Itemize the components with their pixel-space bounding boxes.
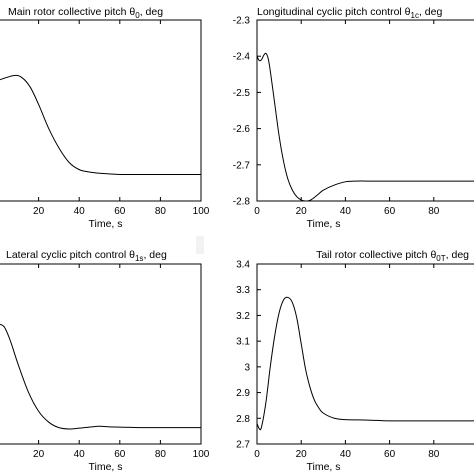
x-tick-label: 20	[296, 206, 308, 217]
chart-title: Main rotor collective pitch θ0, deg	[8, 6, 163, 20]
y-tick-label: 3.1	[236, 337, 250, 348]
series-line	[0, 74, 201, 176]
chart-panel-1: Main rotor collective pitch θ0, deg 20 40 6…	[0, 6, 210, 230]
x-tick-label: 100	[193, 449, 210, 460]
chart-title-symbol: θ	[129, 249, 135, 261]
chart-title-suffix: , deg	[140, 6, 164, 18]
plot-area-frame	[0, 19, 202, 202]
chart-title: Lateral cyclic pitch control θ1s, deg	[6, 249, 167, 263]
x-tick-label: 60	[114, 206, 126, 217]
y-tick-label: -2.4	[233, 52, 251, 63]
x-tick-label: 20	[296, 449, 308, 460]
x-tick-label: 60	[384, 206, 396, 217]
chart-title-subscript: 0T	[436, 254, 445, 263]
x-axis-label: Time, s	[88, 461, 122, 473]
chart-title-subscript: 1s	[135, 254, 143, 263]
y-tick-label: 2.8	[236, 414, 250, 425]
chart-title: Longitudinal cyclic pitch control θ1c, d…	[257, 6, 442, 20]
y-tick-label: 2.9	[236, 388, 250, 399]
chart-title-subscript: 1c	[411, 11, 419, 20]
chart-title: Tail rotor collective pitch θ0T, deg	[316, 249, 469, 263]
chart-title-text: Lateral cyclic pitch control	[6, 249, 129, 261]
y-tick-label: -2.6	[233, 124, 251, 135]
chart-title-text: Tail rotor collective pitch	[316, 249, 430, 261]
scan-artifact	[196, 236, 204, 254]
x-tick-label: 0	[254, 206, 260, 217]
y-tick-label: -2.7	[233, 160, 251, 171]
chart-panel-4: Tail rotor collective pitch θ0T, deg 0 20 4…	[236, 249, 474, 473]
y-tick-label: 3.3	[236, 285, 250, 296]
x-tick-label: 0	[254, 449, 260, 460]
plot-area-frame	[256, 263, 474, 445]
x-tick-label: 80	[155, 206, 167, 217]
y-tick-label: -2.5	[233, 88, 251, 99]
y-tick-label: -2.8	[233, 197, 251, 208]
chart-panel-3: Lateral cyclic pitch control θ1s, deg 20 4…	[0, 249, 210, 473]
plot-area-frame	[256, 19, 474, 202]
x-tick-label: 60	[114, 449, 126, 460]
y-tick-label: 3.4	[236, 260, 250, 271]
x-tick-label: 40	[74, 449, 86, 460]
chart-title-suffix: , deg	[419, 6, 443, 18]
y-tick-label: 3.2	[236, 311, 250, 322]
y-tick-label: 3	[244, 362, 250, 373]
y-tick-label: 2.7	[236, 440, 250, 451]
series-line	[256, 52, 474, 202]
x-tick-label: 100	[193, 206, 210, 217]
chart-title-suffix: , deg	[446, 249, 470, 261]
chart-panel-2: Longitudinal cyclic pitch control θ1c, d…	[233, 6, 474, 230]
x-tick-label: 80	[428, 206, 440, 217]
x-axis-label: Time, s	[306, 218, 340, 230]
chart-title-text: Longitudinal cyclic pitch control	[257, 6, 405, 18]
plot-area-frame	[0, 263, 202, 445]
series-line	[0, 323, 201, 430]
chart-title-text: Main rotor collective pitch	[8, 6, 129, 18]
chart-title-symbol: θ	[405, 6, 411, 18]
x-tick-label: 20	[33, 206, 45, 217]
y-tick-label: -2.3	[233, 16, 251, 27]
x-tick-label: 80	[155, 449, 167, 460]
x-tick-label: 40	[74, 206, 86, 217]
chart-title-suffix: , deg	[143, 249, 167, 261]
x-axis-label: Time, s	[88, 218, 122, 230]
x-tick-label: 60	[384, 449, 396, 460]
series-line	[256, 296, 474, 431]
x-tick-label: 40	[340, 449, 352, 460]
chart-title-symbol: θ	[129, 6, 135, 18]
x-tick-label: 80	[428, 449, 440, 460]
x-axis-label: Time, s	[306, 461, 340, 473]
x-tick-label: 40	[340, 206, 352, 217]
x-tick-label: 20	[33, 449, 45, 460]
chart-title-symbol: θ	[430, 249, 436, 261]
chart-title-subscript: 0	[135, 11, 140, 20]
